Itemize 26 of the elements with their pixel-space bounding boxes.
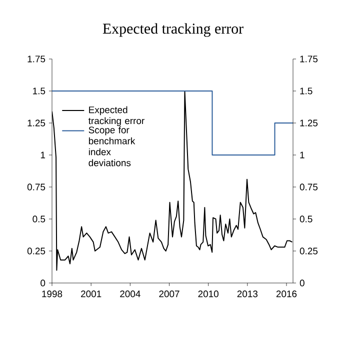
x-tick-label: 2004 xyxy=(120,290,140,298)
y2-tick-label: 1.25 xyxy=(300,120,318,126)
x-tick-label: 2010 xyxy=(198,290,218,298)
y-tick-label: 1.5 xyxy=(33,88,46,94)
y2-tick-label: 1 xyxy=(300,152,304,158)
y-tick-label: 1.75 xyxy=(28,56,46,62)
x-tick-label: 2016 xyxy=(276,290,297,298)
y-tick-label: 0.25 xyxy=(27,248,46,254)
y2-tick-label: 0 xyxy=(300,280,304,286)
x-tick-label: 1998 xyxy=(42,290,62,298)
y2-tick-label: 1.5 xyxy=(300,88,312,94)
y2-tick-label: 0.5 xyxy=(300,216,312,222)
legend-label: Scope for benchmark index deviations xyxy=(88,126,136,166)
y-tick-label: 1 xyxy=(40,152,46,158)
y-tick-label: 1.25 xyxy=(28,120,46,126)
y2-tick-label: 1.75 xyxy=(300,56,318,62)
chart-title: Expected tracking error xyxy=(102,23,244,37)
y2-tick-label: 0.25 xyxy=(300,248,318,254)
y-tick-label: 0.75 xyxy=(27,184,46,190)
x-tick-label: 2007 xyxy=(159,290,180,298)
x-tick-label: 2013 xyxy=(237,290,258,298)
x-tick-label: 2001 xyxy=(81,290,102,298)
y-tick-label: 0 xyxy=(40,280,46,286)
y-tick-label: 0.5 xyxy=(32,216,46,222)
y2-tick-label: 0.75 xyxy=(300,184,318,190)
legend-label: Expected tracking error xyxy=(88,106,144,126)
